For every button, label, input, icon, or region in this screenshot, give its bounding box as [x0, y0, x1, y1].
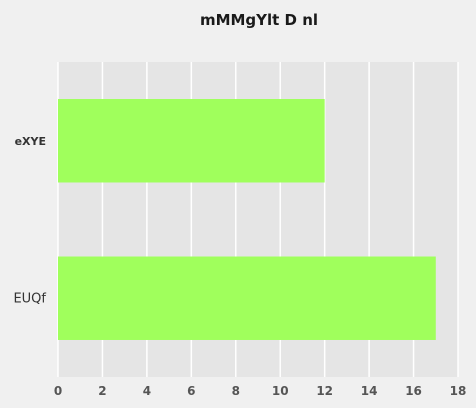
- x-tick-label-16: 16: [405, 384, 422, 398]
- x-tick-label-2: 2: [98, 384, 106, 398]
- category-label-eXYE: eXYE: [15, 135, 46, 148]
- y-axis-categories: eXYE EUQf: [13, 135, 46, 307]
- x-tick-label-0: 0: [54, 384, 62, 398]
- bar-eXYE: [58, 99, 325, 183]
- x-axis-ticks: 0 2 4 6 8 10 12 14 16 18: [54, 384, 467, 398]
- x-tick-label-4: 4: [143, 384, 151, 398]
- bars: [58, 99, 436, 340]
- chart-title: mMMgYlt D nl: [200, 11, 318, 29]
- x-tick-label-18: 18: [450, 384, 467, 398]
- x-tick-label-6: 6: [187, 384, 195, 398]
- x-tick-label-12: 12: [316, 384, 333, 398]
- x-tick-label-8: 8: [232, 384, 240, 398]
- bar-EUQf: [58, 256, 436, 340]
- x-tick-label-10: 10: [272, 384, 289, 398]
- category-label-EUQf: EUQf: [13, 291, 46, 306]
- x-tick-label-14: 14: [361, 384, 378, 398]
